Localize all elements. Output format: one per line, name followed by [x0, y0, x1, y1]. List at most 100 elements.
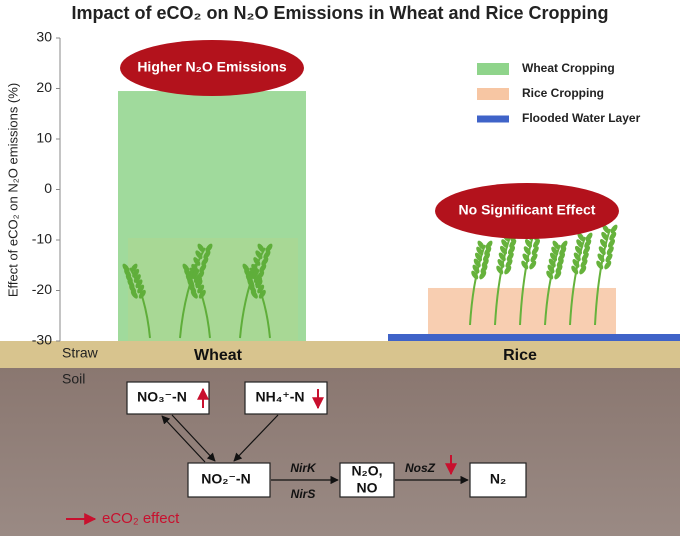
y-tick-label: 0	[44, 180, 52, 196]
grain	[137, 284, 145, 294]
grain	[509, 239, 517, 248]
grain	[474, 252, 483, 262]
legend-swatch	[477, 88, 509, 100]
grain	[610, 224, 618, 234]
legend-swatch	[477, 115, 509, 123]
grain	[203, 250, 211, 260]
grain	[135, 279, 143, 289]
enzyme-label: NirS	[291, 487, 316, 501]
grain	[195, 250, 203, 260]
grain	[504, 265, 512, 275]
x-tick-label: Rice	[503, 347, 537, 364]
grain	[255, 279, 263, 289]
plant-decoration	[122, 263, 151, 339]
annotation: Higher N₂O Emissions	[137, 59, 287, 75]
legend-swatch	[477, 63, 509, 75]
arrow	[233, 414, 279, 462]
grain	[197, 284, 205, 294]
grain	[265, 243, 273, 253]
node-box	[187, 462, 271, 498]
grain	[197, 243, 205, 253]
grain	[547, 264, 555, 274]
grain	[572, 259, 580, 268]
node-label: NO	[357, 480, 378, 496]
grain	[190, 263, 198, 273]
grain	[532, 239, 541, 248]
grain	[554, 270, 562, 280]
grain	[585, 232, 593, 242]
plant-decoration	[594, 224, 618, 326]
grain	[476, 246, 484, 256]
grain	[253, 274, 261, 283]
grain	[130, 263, 138, 273]
grain	[551, 246, 559, 256]
grain	[571, 265, 579, 275]
grain	[546, 270, 554, 280]
y-tick-label: -10	[32, 231, 52, 247]
grain	[195, 279, 203, 289]
plant-decoration	[544, 240, 568, 326]
grain	[192, 268, 200, 278]
grain	[501, 239, 509, 248]
grain	[530, 253, 538, 263]
grain	[521, 260, 529, 270]
y-tick-label: 20	[36, 79, 52, 95]
grain	[250, 263, 258, 273]
grain	[556, 258, 564, 268]
x-tick-label: Wheat	[194, 347, 243, 364]
grain	[253, 257, 261, 266]
grain	[505, 259, 513, 268]
grain	[557, 252, 566, 262]
enzyme-label: NirK	[290, 461, 317, 475]
grain	[606, 246, 614, 255]
grain	[576, 239, 584, 248]
grain	[579, 265, 587, 275]
grain	[201, 257, 209, 266]
y-tick-label: -20	[32, 281, 52, 297]
grain	[190, 289, 198, 299]
grain	[560, 240, 568, 250]
grain	[506, 252, 514, 262]
grain	[472, 264, 480, 274]
grain	[581, 252, 589, 262]
grain	[252, 268, 260, 278]
arrow	[161, 415, 206, 463]
grain	[481, 258, 489, 268]
chart-title: Impact of eCO₂ on N₂O Emissions in Wheat…	[71, 3, 608, 23]
grain	[484, 246, 492, 256]
grain	[582, 245, 591, 255]
layer-label: Straw	[62, 345, 99, 361]
grain	[549, 252, 558, 262]
enzyme-label: NosZ	[405, 461, 436, 475]
grain	[259, 263, 267, 273]
node-label: N₂O,	[351, 463, 382, 479]
grain	[552, 240, 560, 250]
grain	[130, 289, 138, 299]
grain	[574, 245, 583, 255]
bar	[118, 91, 306, 342]
grain	[199, 263, 207, 273]
grain	[599, 239, 608, 248]
node-label: NO₃⁻-N	[137, 389, 187, 405]
grain	[604, 260, 612, 270]
grain	[261, 257, 269, 266]
grain	[257, 243, 265, 253]
grain	[193, 257, 201, 266]
grain	[479, 270, 487, 280]
soil-layer	[0, 368, 680, 536]
grain	[601, 231, 609, 241]
straw-layer	[0, 341, 680, 368]
legend-label: Wheat Cropping	[522, 61, 615, 75]
y-tick-label: 10	[36, 130, 52, 146]
annotation: No Significant Effect	[459, 202, 596, 218]
grain	[255, 250, 263, 260]
grain	[573, 252, 581, 262]
grain	[257, 284, 265, 294]
grain	[580, 259, 588, 268]
grain	[258, 289, 266, 299]
grain	[555, 264, 563, 274]
grain	[602, 224, 610, 234]
grain	[531, 246, 539, 255]
grain	[596, 260, 604, 270]
